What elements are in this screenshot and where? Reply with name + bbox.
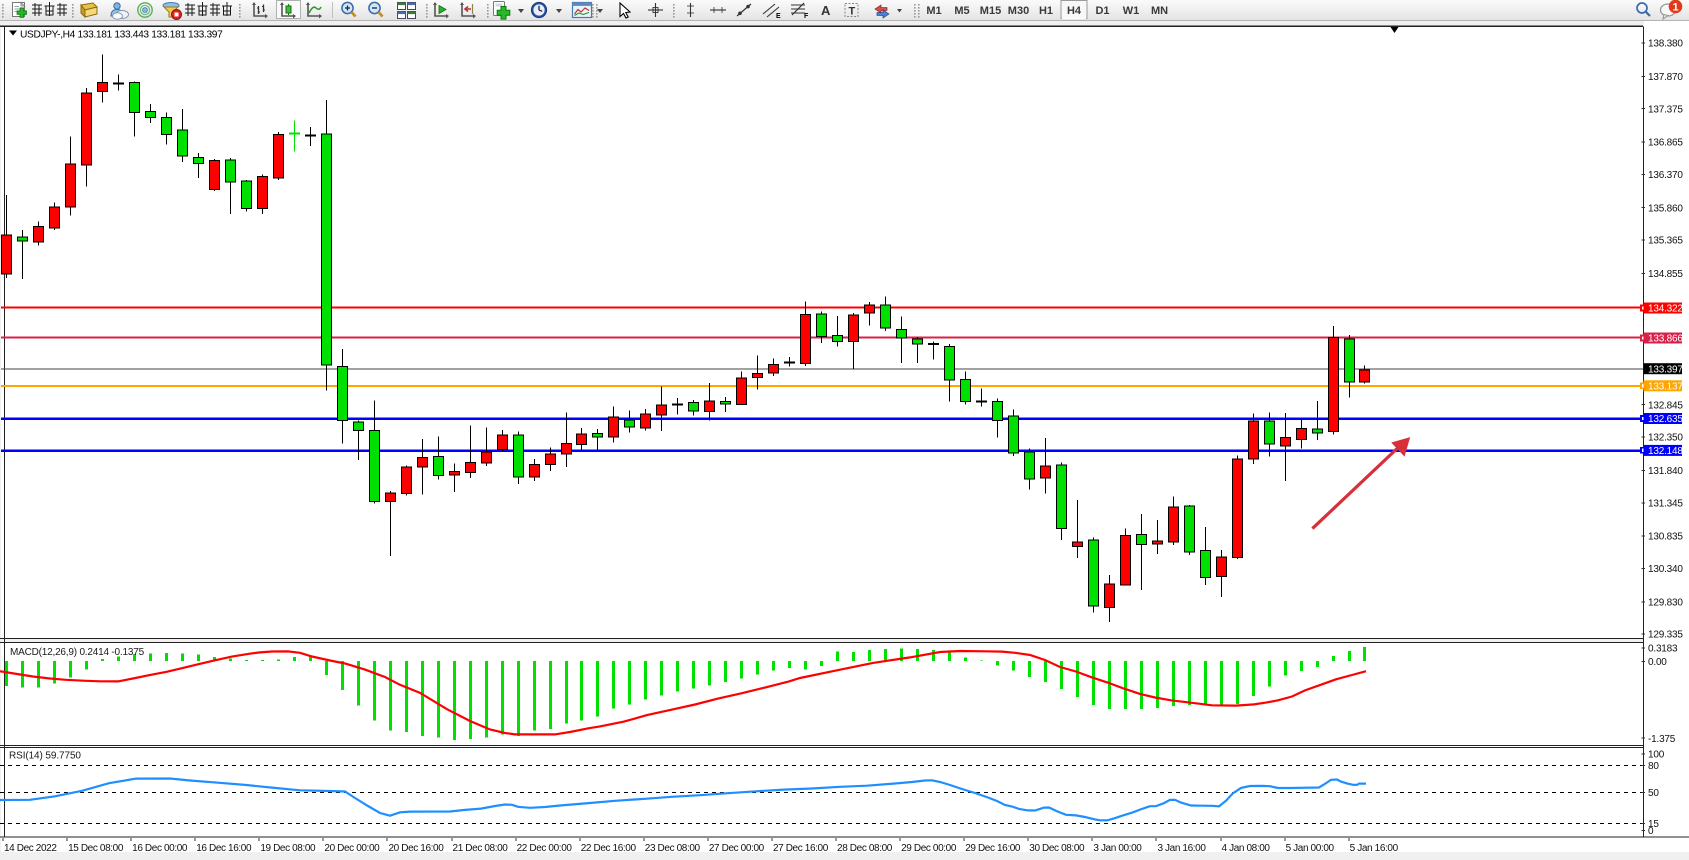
- svg-text:20 Dec 00:00: 20 Dec 00:00: [324, 843, 380, 854]
- svg-text:MN: MN: [1151, 5, 1168, 17]
- svg-text:3 Jan 00:00: 3 Jan 00:00: [1093, 843, 1142, 854]
- svg-text:0.3183: 0.3183: [1648, 644, 1678, 655]
- svg-text:16 Dec 00:00: 16 Dec 00:00: [132, 843, 188, 854]
- svg-text:29 Dec 00:00: 29 Dec 00:00: [901, 843, 957, 854]
- svg-text:130.340: 130.340: [1648, 564, 1683, 575]
- svg-text:28 Dec 08:00: 28 Dec 08:00: [837, 843, 893, 854]
- svg-text:133.137: 133.137: [1648, 381, 1683, 392]
- svg-text:22 Dec 16:00: 22 Dec 16:00: [581, 843, 637, 854]
- svg-text:H4: H4: [1067, 5, 1082, 17]
- svg-text:133.397: 133.397: [1648, 364, 1683, 375]
- svg-text:20 Dec 16:00: 20 Dec 16:00: [388, 843, 444, 854]
- svg-text:129.830: 129.830: [1648, 597, 1683, 608]
- svg-text:D1: D1: [1095, 5, 1109, 17]
- svg-text:4 Jan 08:00: 4 Jan 08:00: [1222, 843, 1271, 854]
- svg-text:-1.375: -1.375: [1648, 734, 1676, 745]
- svg-text:14 Dec 2022: 14 Dec 2022: [4, 843, 57, 854]
- svg-text:5 Jan 16:00: 5 Jan 16:00: [1350, 843, 1399, 854]
- svg-text:27 Dec 00:00: 27 Dec 00:00: [709, 843, 765, 854]
- svg-text:15 Dec 08:00: 15 Dec 08:00: [68, 843, 124, 854]
- svg-text:134.322: 134.322: [1648, 304, 1683, 315]
- svg-text:RSI(14) 59.7750: RSI(14) 59.7750: [9, 751, 81, 762]
- svg-text:132.635: 132.635: [1648, 414, 1683, 425]
- svg-text:T: T: [849, 6, 856, 18]
- svg-text:131.840: 131.840: [1648, 466, 1683, 477]
- svg-text:19 Dec 08:00: 19 Dec 08:00: [260, 843, 316, 854]
- svg-text:136.865: 136.865: [1648, 138, 1683, 149]
- svg-text:80: 80: [1648, 761, 1659, 772]
- svg-text:132.845: 132.845: [1648, 400, 1683, 411]
- svg-text:29 Dec 16:00: 29 Dec 16:00: [965, 843, 1021, 854]
- svg-text:1: 1: [1672, 2, 1678, 14]
- svg-text:137.375: 137.375: [1648, 104, 1683, 115]
- svg-text:15: 15: [1648, 819, 1659, 830]
- svg-text:16 Dec 16:00: 16 Dec 16:00: [196, 843, 252, 854]
- svg-text:MACD(12,26,9) 0.2414 -0.1375: MACD(12,26,9) 0.2414 -0.1375: [10, 647, 145, 658]
- svg-text:3 Jan 16:00: 3 Jan 16:00: [1157, 843, 1206, 854]
- svg-text:30 Dec 08:00: 30 Dec 08:00: [1029, 843, 1085, 854]
- svg-text:W1: W1: [1123, 5, 1140, 17]
- svg-text:50: 50: [1648, 788, 1659, 799]
- svg-text:135.860: 135.860: [1648, 203, 1683, 214]
- svg-text:M30: M30: [1008, 5, 1029, 17]
- svg-text:F: F: [804, 13, 809, 20]
- svg-text:E: E: [776, 13, 781, 20]
- svg-text:M1: M1: [926, 5, 941, 17]
- svg-text:129.335: 129.335: [1648, 630, 1683, 641]
- svg-text:132.148: 132.148: [1648, 446, 1683, 457]
- svg-text:132.350: 132.350: [1648, 433, 1683, 444]
- svg-text:5 Jan 00:00: 5 Jan 00:00: [1286, 843, 1335, 854]
- svg-text:131.345: 131.345: [1648, 498, 1683, 509]
- svg-text:138.380: 138.380: [1648, 39, 1683, 50]
- svg-text:133.866: 133.866: [1648, 334, 1683, 345]
- svg-text:27 Dec 16:00: 27 Dec 16:00: [773, 843, 829, 854]
- svg-text:22 Dec 00:00: 22 Dec 00:00: [517, 843, 573, 854]
- svg-text:USDJPY-,H4 133.181 133.443 13: USDJPY-,H4 133.181 133.443 133.181 133.3…: [20, 30, 223, 41]
- svg-text:130.835: 130.835: [1648, 532, 1683, 543]
- svg-text:M5: M5: [954, 5, 969, 17]
- svg-text:M15: M15: [980, 5, 1001, 17]
- svg-text:0.00: 0.00: [1648, 657, 1667, 668]
- svg-text:135.365: 135.365: [1648, 236, 1683, 247]
- svg-text:137.870: 137.870: [1648, 72, 1683, 83]
- svg-text:21 Dec 08:00: 21 Dec 08:00: [453, 843, 509, 854]
- svg-text:0: 0: [1648, 826, 1654, 837]
- svg-text:134.855: 134.855: [1648, 269, 1683, 280]
- svg-text:23 Dec 08:00: 23 Dec 08:00: [645, 843, 701, 854]
- svg-text:A: A: [821, 3, 831, 18]
- svg-text:H1: H1: [1039, 5, 1053, 17]
- svg-text:100: 100: [1648, 750, 1665, 761]
- svg-text:136.370: 136.370: [1648, 170, 1683, 181]
